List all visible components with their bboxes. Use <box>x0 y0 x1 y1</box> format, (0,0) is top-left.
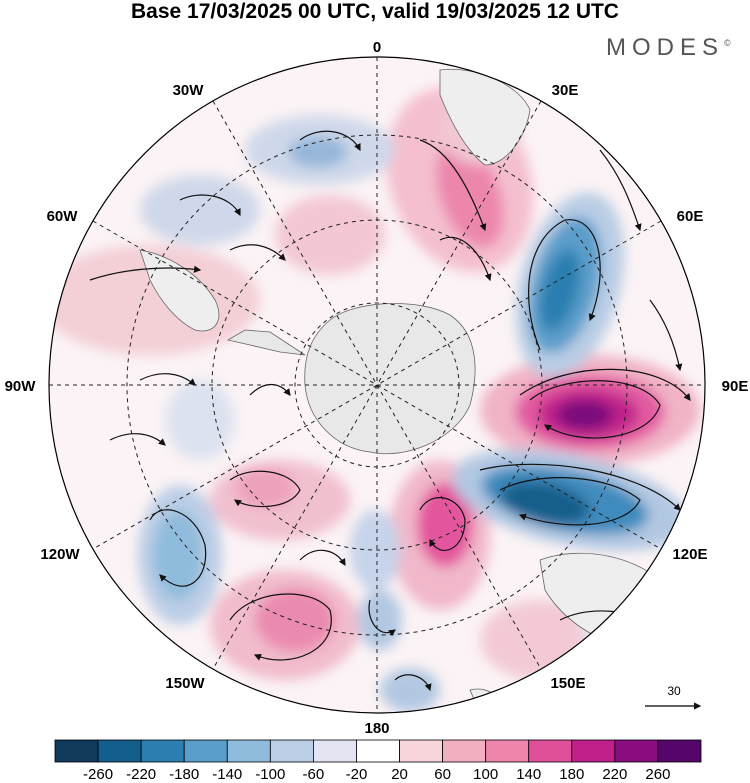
label-120w: 120W <box>40 546 80 563</box>
copyright-mark: © <box>724 38 731 48</box>
label-90w: 90W <box>5 378 37 395</box>
label-60e: 60E <box>677 208 704 225</box>
colorbar-tick-label: -140 <box>212 766 242 783</box>
south-america <box>139 249 220 332</box>
colorbar-swatch <box>97 739 142 763</box>
label-150e: 150E <box>550 675 585 692</box>
colorbar-swatch <box>485 739 530 763</box>
brand-logo: MODES© <box>606 34 731 62</box>
label-60w: 60W <box>47 208 79 225</box>
antarctica <box>304 303 476 455</box>
colorbar-tick-label: -60 <box>303 766 325 783</box>
colorbar-tick-label: 260 <box>645 766 670 783</box>
colorbar-tick-label: 140 <box>516 766 541 783</box>
label-30w: 30W <box>173 82 205 99</box>
reference-vector-label: 30 <box>667 684 681 698</box>
colorbar-swatch <box>269 739 314 763</box>
reference-vector: 30 <box>645 684 702 710</box>
colorbar-swatch <box>399 739 443 763</box>
colorbar-swatch <box>183 739 228 763</box>
colorbar-tick-label: 220 <box>602 766 627 783</box>
label-150w: 150W <box>165 675 205 692</box>
anomaly-field <box>49 57 705 713</box>
label-90e: 90E <box>722 378 749 395</box>
colorbar-swatch <box>54 739 99 763</box>
colorbar-tick-label: -100 <box>255 766 285 783</box>
colorbar-tick-label: -220 <box>126 766 156 783</box>
graticule <box>49 57 705 713</box>
colorbar-swatch <box>571 739 616 763</box>
colorbar-swatch <box>614 739 659 763</box>
label-30e: 30E <box>552 82 579 99</box>
colorbar-tick-label: 180 <box>559 766 584 783</box>
colorbar-tick-label: -180 <box>169 766 199 783</box>
label-180: 180 <box>364 720 389 737</box>
colorbar-tick-label: 20 <box>391 766 408 783</box>
map-title: Base 17/03/2025 00 UTC, valid 19/03/2025… <box>131 0 619 23</box>
label-120e: 120E <box>672 546 707 563</box>
colorbar-swatch <box>657 739 702 763</box>
colorbar: -260 -220 -180 -140 -100 -60 -20 20 60 100 140 180 2… <box>54 739 702 783</box>
wind-streamlines <box>89 130 691 692</box>
colorbar-swatch <box>226 739 271 763</box>
brand-text: MODES <box>606 34 725 61</box>
colorbar-tick-label: -260 <box>83 766 113 783</box>
colorbar-swatch <box>442 739 487 763</box>
colorbar-swatch <box>140 739 185 763</box>
colorbar-tick-label: 60 <box>434 766 451 783</box>
colorbar-swatch <box>356 739 400 763</box>
colorbar-tick-label: -20 <box>346 766 368 783</box>
colorbar-swatch <box>312 739 357 763</box>
map-border <box>48 56 706 714</box>
label-0: 0 <box>373 39 381 56</box>
colorbar-swatch <box>528 739 573 763</box>
colorbar-tick-label: 100 <box>473 766 498 783</box>
